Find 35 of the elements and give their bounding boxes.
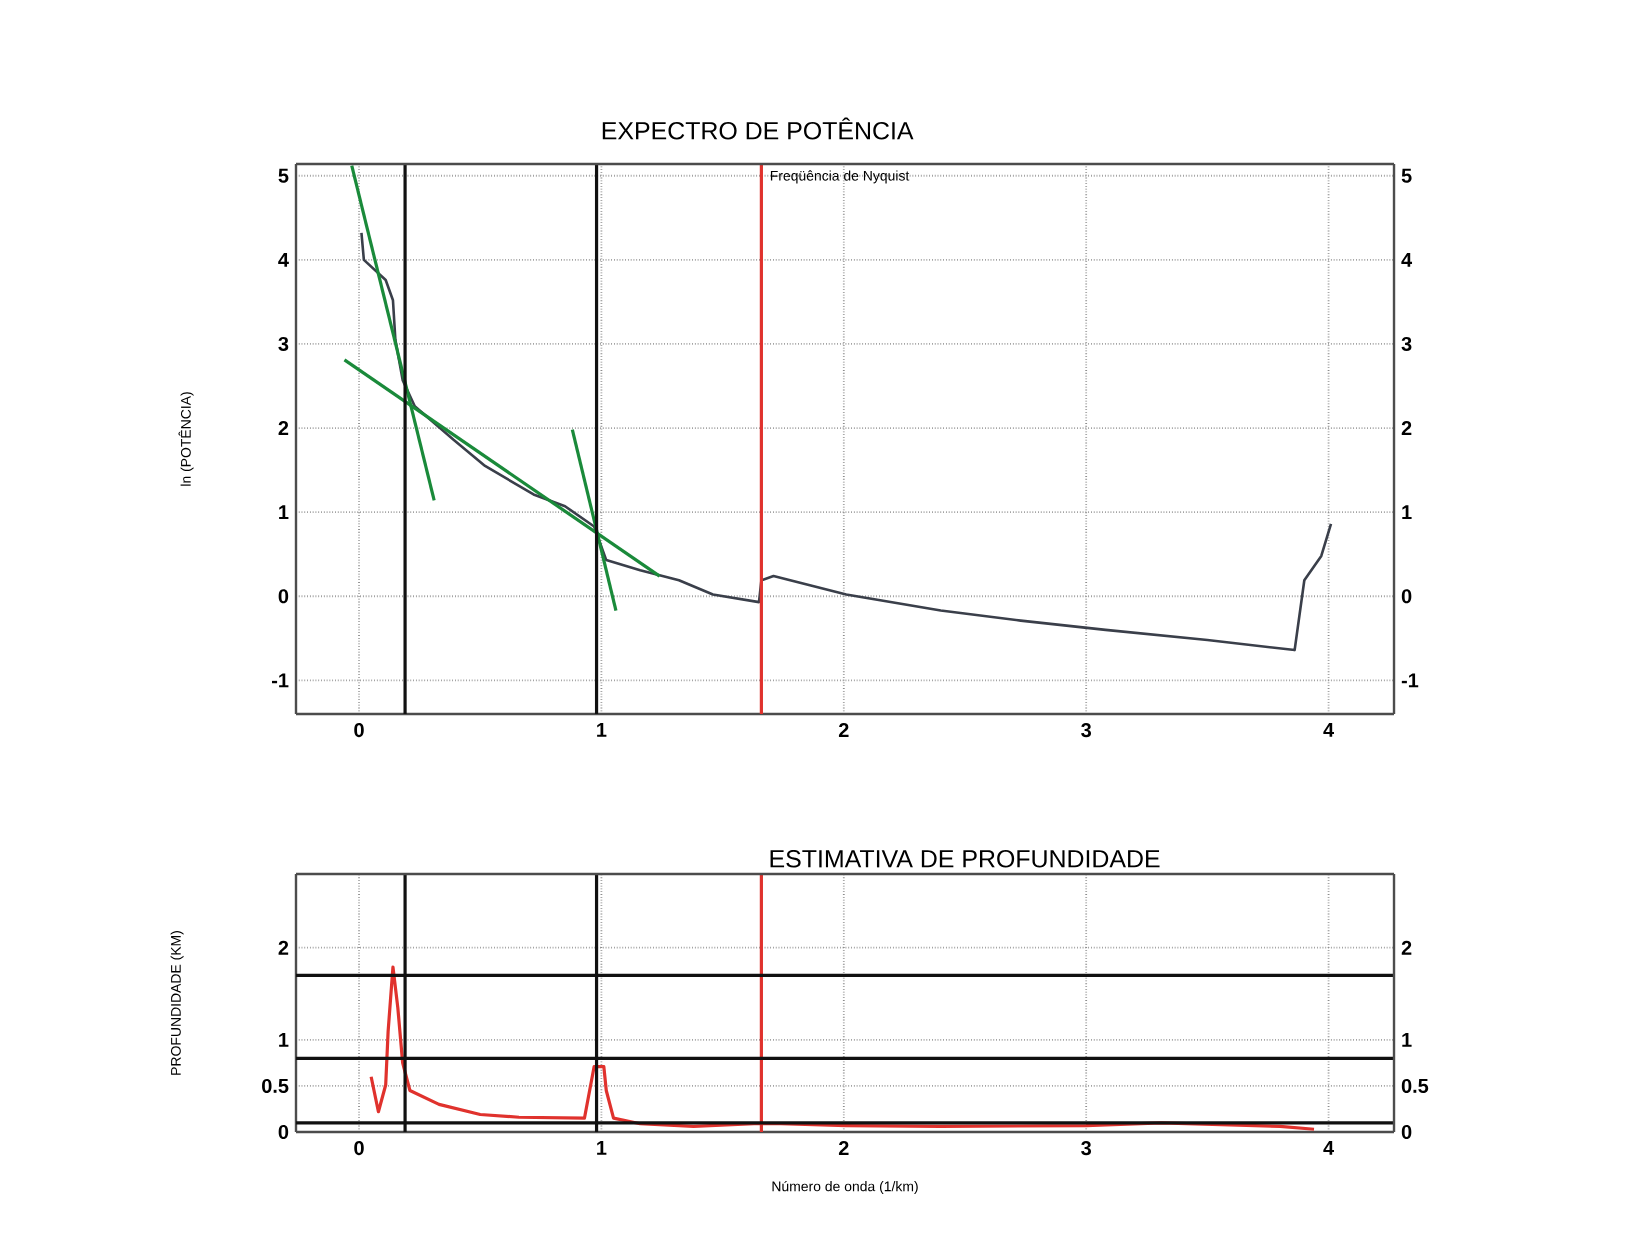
y-tick-label: -1 bbox=[272, 673, 289, 688]
y2-tick-label: -1 bbox=[1401, 673, 1419, 688]
y-tick-label: 4 bbox=[278, 252, 289, 267]
y-tick-label: 0.5 bbox=[262, 1078, 289, 1093]
x-tick-label: 1 bbox=[597, 1141, 607, 1155]
line-series bbox=[360, 231, 1333, 652]
chart-title: ESTIMATIVA DE PROFUNDIDADE bbox=[770, 849, 1160, 868]
y2-tick-label: 1 bbox=[1402, 505, 1412, 520]
x-tick-label: 0 bbox=[354, 723, 364, 738]
x-tick-label: 4 bbox=[1323, 1141, 1334, 1155]
y2-tick-label: 2 bbox=[1401, 421, 1412, 436]
y-tick-label: 2 bbox=[278, 421, 289, 436]
x-tick-label: 3 bbox=[1081, 723, 1092, 738]
x-tick-label: 0 bbox=[354, 1141, 364, 1156]
x-tick-label: 2 bbox=[838, 1141, 849, 1155]
y-tick-label: 0 bbox=[278, 589, 289, 604]
y2-tick-label: 0 bbox=[1401, 1124, 1412, 1140]
x-tick-label: 4 bbox=[1323, 723, 1334, 737]
y2-tick-label: 1 bbox=[1402, 1032, 1412, 1047]
y-tick-label: 1 bbox=[279, 505, 289, 520]
x-tick-label: 2 bbox=[838, 723, 849, 737]
y2-tick-label: 0.5 bbox=[1401, 1078, 1429, 1093]
y2-tick-label: 0 bbox=[1401, 589, 1412, 604]
chart-title: EXPECTRO DE POTÊNCIA bbox=[602, 117, 914, 140]
y-tick-label: 5 bbox=[278, 168, 289, 183]
y-tick-label: 2 bbox=[278, 940, 289, 955]
y-tick-label: 0 bbox=[278, 1124, 289, 1140]
x-tick-label: 3 bbox=[1081, 1141, 1092, 1156]
y2-tick-label: 4 bbox=[1401, 252, 1413, 267]
y2-tick-label: 2 bbox=[1401, 940, 1412, 955]
y2-tick-label: 5 bbox=[1401, 168, 1412, 183]
y2-tick-label: 3 bbox=[1401, 336, 1412, 352]
x-tick-label: 1 bbox=[597, 723, 607, 737]
y-tick-label: 3 bbox=[278, 336, 289, 352]
y-tick-label: 1 bbox=[279, 1032, 289, 1047]
